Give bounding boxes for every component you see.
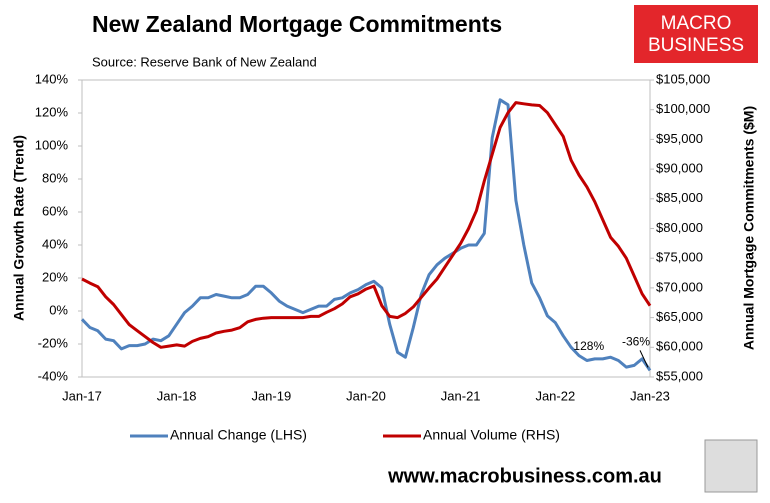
series-line [81,101,652,349]
annotation-pointer [639,350,649,368]
y-tick-label: 40% [42,236,68,251]
y2-tick-label: $60,000 [656,339,703,354]
y-tick-label: -40% [38,368,69,383]
x-tick-label: Jan-17 [62,388,102,403]
plot-frame [81,79,651,378]
footer-url: www.macrobusiness.com.au [387,465,662,487]
y2-axis-title: Annual Mortgage Commitments ($M) [741,106,757,350]
x-tick-label: Jan-22 [535,388,575,403]
y-tick-label: 0% [49,302,68,317]
legend-label: Annual Change (LHS) [170,427,307,443]
y-tick-label: 60% [42,203,68,218]
chart-subtitle: Source: Reserve Bank of New Zealand [92,54,317,69]
wolf-icon [704,439,758,493]
y2-tick-label: $90,000 [656,161,703,176]
y-tick-label: 20% [42,269,68,284]
x-tick-label: Jan-19 [251,388,291,403]
y-tick-label: -20% [38,335,69,350]
annotation: -36% [622,335,650,349]
x-tick-label: Jan-20 [346,388,386,403]
y2-tick-label: $105,000 [656,71,710,86]
y2-tick-label: $95,000 [656,131,703,146]
series-line [80,98,652,372]
y-tick-label: 100% [35,137,69,152]
x-tick-label: Jan-23 [630,388,670,403]
y2-tick-label: $65,000 [656,309,703,324]
y2-tick-label: $100,000 [656,101,710,116]
annotation: 128% [573,339,604,353]
legend-label: Annual Volume (RHS) [423,427,560,443]
y-tick-label: 120% [35,104,69,119]
logo-text: MACRO [661,13,732,34]
y2-tick-label: $70,000 [656,279,703,294]
x-tick-label: Jan-18 [157,388,197,403]
x-tick-label: Jan-21 [441,388,481,403]
y-tick-label: 80% [42,170,68,185]
y2-tick-label: $85,000 [656,190,703,205]
logo-text: BUSINESS [648,35,744,56]
y2-tick-label: $55,000 [656,368,703,383]
y-tick-label: 140% [35,71,69,86]
y-axis-title: Annual Growth Rate (Trend) [11,135,27,321]
chart-title: New Zealand Mortgage Commitments [92,11,502,37]
logo-box [634,5,758,63]
y2-tick-label: $75,000 [656,250,703,265]
y2-tick-label: $80,000 [656,220,703,235]
